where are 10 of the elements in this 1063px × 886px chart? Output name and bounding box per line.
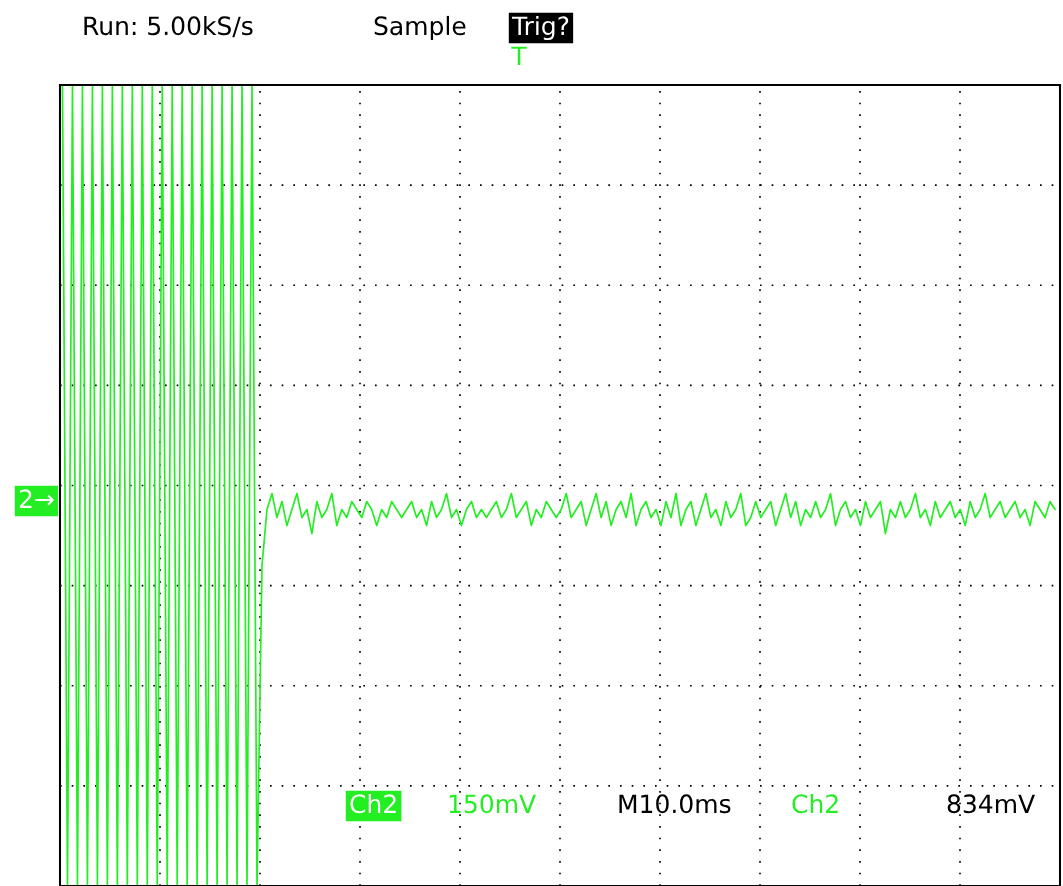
annotation: M10.0ms (619, 794, 731, 814)
text: 2→ (19, 489, 54, 508)
annotation: 834mV (947, 794, 1035, 814)
annotation: Ch2 (350, 793, 396, 814)
text: Trig? (511, 15, 569, 41)
text: Sample (374, 15, 466, 41)
annotation: Ch2 (792, 793, 838, 814)
text: T (511, 46, 527, 65)
text: Run: 5.00kS/s (84, 15, 253, 38)
annotation: 150mV (449, 794, 536, 814)
